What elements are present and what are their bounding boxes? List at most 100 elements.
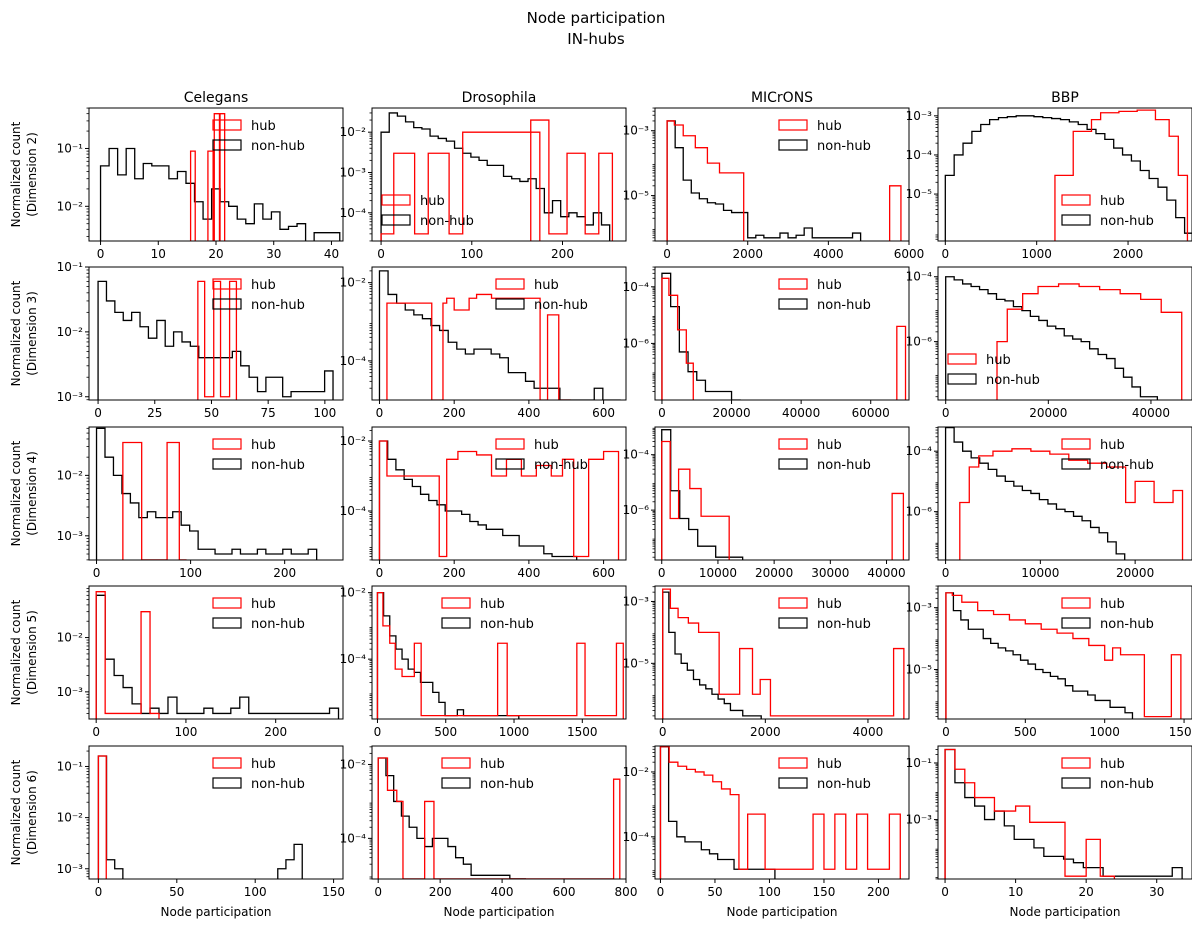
y-tick-label: 10⁻³ <box>623 124 650 138</box>
x-tick-label: 400 <box>491 885 514 899</box>
legend-nonhub-label: non-hub <box>817 777 871 792</box>
x-tick-label: 0 <box>941 885 949 899</box>
legend-nonhub-label: non-hub <box>817 617 871 632</box>
x-tick-label: 100 <box>460 247 483 261</box>
legend-nonhub-swatch <box>778 298 808 310</box>
legend-hub-label: hub <box>420 194 445 209</box>
legend-hub-swatch <box>212 597 242 609</box>
x-tick-label: 50 <box>204 406 219 420</box>
x-tick-label: 100 <box>179 566 202 580</box>
legend-hub-label: hub <box>534 278 559 293</box>
x-tick-label: 400 <box>517 566 540 580</box>
legend-nonhub-label: non-hub <box>1100 458 1154 473</box>
legend-nonhub-label: non-hub <box>480 617 534 632</box>
legend-hub-swatch <box>947 353 977 365</box>
legend-nonhub-label: non-hub <box>534 458 588 473</box>
x-tick-label: 2000 <box>750 725 781 739</box>
hub-histogram <box>95 591 160 719</box>
legend-nonhub-swatch <box>778 139 808 151</box>
x-tick-label: 0 <box>376 566 384 580</box>
y-tick-label: 10⁻³ <box>57 862 84 876</box>
legend-nonhub-swatch <box>381 214 411 226</box>
hub-histogram <box>197 280 238 400</box>
x-tick-label: 200 <box>867 885 890 899</box>
legend-nonhub-swatch <box>212 777 242 789</box>
plot-series <box>944 748 1183 879</box>
y-tick-label: 10⁻⁴ <box>906 270 933 284</box>
legend-hub-swatch <box>778 438 808 450</box>
x-tick-label: 0 <box>658 566 666 580</box>
x-tick-label: 200 <box>264 725 287 739</box>
x-tick-label: 100 <box>758 885 781 899</box>
row-label-line1: Normalized count <box>9 599 23 705</box>
y-tick-label: 10⁻⁴ <box>340 206 367 220</box>
x-tick-label: 0 <box>942 406 950 420</box>
axes-frame <box>654 107 910 242</box>
nonhub-histogram <box>97 280 334 400</box>
y-tick-label: 10⁻⁴ <box>623 830 650 844</box>
legend-hub-swatch <box>778 757 808 769</box>
nonhub-histogram <box>944 115 1192 241</box>
column-title: Drosophila <box>462 90 537 106</box>
x-tick-label: 6000 <box>894 247 925 261</box>
x-tick-label: 600 <box>553 885 576 899</box>
legend-nonhub-swatch <box>212 458 242 470</box>
legend-nonhub-swatch <box>1061 458 1091 470</box>
plot-series <box>944 427 1184 560</box>
legend-nonhub-label: non-hub <box>817 458 871 473</box>
hub-histogram <box>1054 109 1189 241</box>
row-label-line1: Normalized count <box>9 280 23 386</box>
x-tick-label: 0 <box>374 725 382 739</box>
x-tick-label: 2000 <box>732 247 763 261</box>
y-tick-label: 10⁻⁴ <box>623 448 650 462</box>
legend-nonhub-swatch <box>1061 617 1091 629</box>
axes-frame <box>937 745 1192 880</box>
x-tick-label: 20 <box>1079 885 1094 899</box>
y-tick-label: 10⁻² <box>340 434 367 448</box>
plot-series <box>659 746 901 879</box>
y-tick-label: 10⁻² <box>57 325 84 339</box>
axes-frame <box>88 107 344 242</box>
y-tick-label: 10⁻³ <box>623 594 650 608</box>
legend-hub-swatch <box>1061 194 1091 206</box>
x-tick-label: 0 <box>374 885 382 899</box>
axes-frame <box>371 266 627 401</box>
figure-title: Node participation <box>526 9 666 27</box>
hub-histogram <box>661 440 905 560</box>
plot-series <box>97 280 334 400</box>
axes-frame <box>937 107 1192 242</box>
y-tick-label: 10⁻² <box>57 811 84 825</box>
axes-frame <box>937 266 1192 401</box>
legend-nonhub-label: non-hub <box>986 373 1040 388</box>
x-tick-label: 20000 <box>1029 406 1067 420</box>
legend-nonhub-swatch <box>212 298 242 310</box>
y-tick-label: 10⁻⁴ <box>340 354 367 368</box>
legend-nonhub-label: non-hub <box>1100 777 1154 792</box>
y-tick-label: 10⁻¹ <box>57 759 84 773</box>
y-tick-label: 10⁻⁶ <box>906 335 933 349</box>
x-tick-label: 30 <box>266 247 281 261</box>
nonhub-histogram <box>945 592 1134 719</box>
x-tick-label: 0 <box>657 885 665 899</box>
x-axis-label: Node participation <box>161 905 272 919</box>
axes-frame <box>88 745 344 880</box>
plot-series <box>661 272 907 400</box>
y-tick-label: 10⁻² <box>57 468 84 482</box>
nonhub-histogram <box>97 755 303 879</box>
legend-hub-swatch <box>1061 757 1091 769</box>
x-tick-label: 0 <box>659 725 667 739</box>
legend-nonhub-swatch <box>441 777 471 789</box>
legend-nonhub-label: non-hub <box>251 298 305 313</box>
axes-frame <box>88 585 344 720</box>
legend-nonhub-swatch <box>441 617 471 629</box>
legend-nonhub-label: non-hub <box>1100 214 1154 229</box>
nonhub-histogram <box>378 270 621 400</box>
hub-histogram <box>959 448 1184 560</box>
row-label-line2: (Dimension 4) <box>25 451 39 536</box>
legend-hub-label: hub <box>986 353 1011 368</box>
legend-hub-label: hub <box>817 438 842 453</box>
y-tick-label: 10⁻⁵ <box>906 663 933 677</box>
legend-hub-label: hub <box>251 597 276 612</box>
hub-histogram <box>376 592 624 719</box>
x-tick-label: 20000 <box>755 566 793 580</box>
